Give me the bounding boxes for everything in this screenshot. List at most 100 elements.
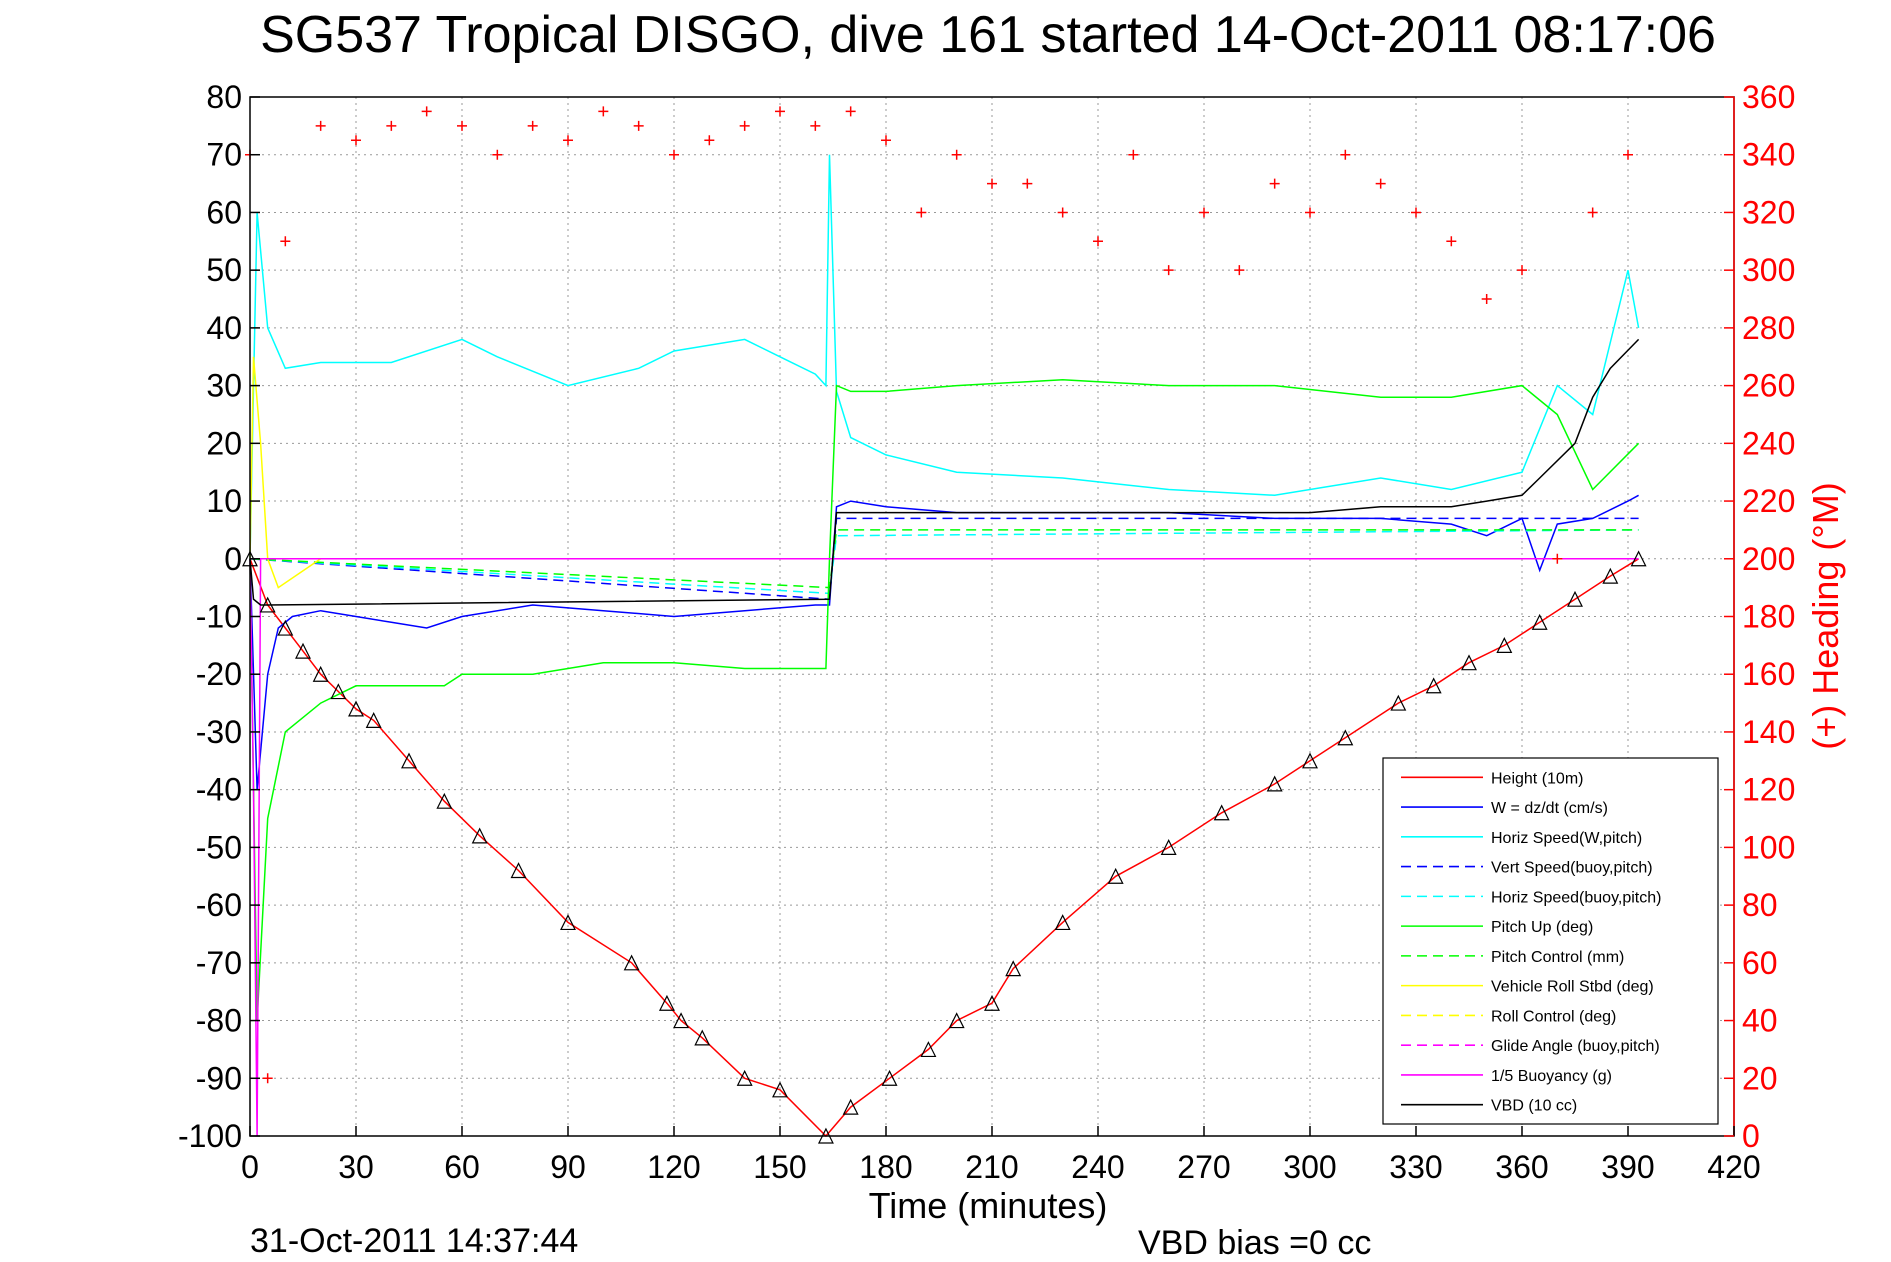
legend-entry: Roll Control (deg) [1491,1008,1616,1025]
y-tick-label: 80 [206,79,242,115]
heading-point [1269,178,1280,189]
legend: Height (10m) W = dz/dt (cm/s) Horiz Speed(… [1382,757,1719,1125]
y-right-tick-label: 240 [1742,425,1795,461]
heading-point [262,1073,273,1084]
x-tick-label: 330 [1389,1149,1442,1185]
series-line-3 [249,517,1639,600]
y-tick-label: -50 [196,829,242,865]
y-right-tick-label: 260 [1742,368,1795,404]
height-marker [312,665,329,682]
height-marker [1531,613,1548,630]
height-marker [1302,752,1318,769]
heading-point [1234,265,1245,276]
y-right-tick-label: 200 [1742,541,1795,577]
x-tick-label: 300 [1283,1149,1336,1185]
height-marker [736,1069,753,1086]
height-marker [560,914,576,931]
y-tick-label: 60 [206,194,242,230]
legend-entry: Horiz Speed(buoy,pitch) [1491,889,1661,906]
heading-point [1093,236,1103,247]
height-marker [673,1012,690,1029]
y-right-tick-label: 40 [1742,1003,1778,1039]
height-marker [1107,867,1124,884]
series-line-1 [249,494,1639,790]
heading-point [987,178,997,189]
x-tick-label: 420 [1707,1149,1760,1185]
height-marker [623,954,640,971]
height-marker [1630,550,1647,567]
y-right-axis-label: (+) Heading (°M) [1805,482,1846,749]
height-marker [984,994,1000,1011]
heading-point [633,120,644,131]
height-marker [1213,804,1230,821]
y-right-tick-label: 0 [1742,1118,1760,1154]
series-line-7 [249,356,1639,589]
height-marker [1602,567,1619,584]
heading-point [1552,553,1563,564]
heading-point [1587,207,1598,218]
y-right-tick-label: 120 [1742,772,1795,808]
y-right-tick-label: 60 [1742,945,1778,981]
legend-entry: Pitch Up (deg) [1491,919,1593,936]
ticks: 0 30 60 90 120 150 180 210 240 270 300 330 360 390 420… [178,79,1795,1185]
height-marker [1054,914,1071,931]
legend-entry: Height (10m) [1491,770,1583,787]
heading-point [951,149,962,160]
x-tick-label: 60 [444,1149,480,1185]
y-tick-label: 20 [206,425,242,461]
heading-point [386,120,397,131]
height-marker [658,994,675,1011]
height-marker [1005,960,1022,977]
height-marker [1337,729,1354,746]
y-right-tick-label: 100 [1742,829,1795,865]
footer-date: 31-Oct-2011 14:37:44 [250,1222,578,1260]
footer-bias: VBD bias =0 cc [1138,1224,1371,1262]
heading-point [421,106,432,117]
x-tick-label: 240 [1071,1149,1124,1185]
heading-point [1128,149,1139,160]
heading-point [669,149,679,160]
heading-point [881,135,891,146]
y-right-tick-label: 340 [1742,137,1795,173]
heading-point [1411,207,1421,218]
y-tick-label: 10 [206,483,242,519]
heading-point [1199,207,1209,218]
height-marker [1461,654,1477,671]
y-right-tick-label: 180 [1742,599,1795,635]
heading-point [739,120,750,131]
legend-entry: W = dz/dt (cm/s) [1491,800,1608,817]
heading-point [1375,178,1386,189]
legend-entry: Glide Angle (buoy,pitch) [1491,1038,1660,1055]
y-right-tick-label: 160 [1742,656,1795,692]
heading-point [492,149,503,160]
y-right-tick-label: 320 [1742,194,1795,230]
height-marker [1160,839,1177,855]
heading-point [598,106,609,117]
height-marker [920,1041,937,1058]
x-tick-label: 150 [753,1149,806,1185]
series-line-0 [249,558,1639,1138]
heading-point [775,106,785,117]
x-tick-label: 270 [1177,1149,1230,1185]
heading-point [315,120,326,131]
heading-point [563,135,573,146]
heading-point [1623,149,1633,160]
y-tick-label: -60 [196,887,242,923]
height-marker [1425,677,1442,694]
y-tick-label: -100 [178,1118,242,1154]
heading-point [457,120,467,131]
y-tick-label: -40 [196,772,242,808]
height-marker [1496,637,1513,653]
height-marker [365,712,382,728]
x-tick-label: 0 [241,1149,259,1185]
y-tick-label: -70 [196,945,242,981]
heading-point [704,135,715,146]
y-tick-label: 70 [206,137,242,173]
height-marker [694,1029,711,1046]
legend-entry: Vert Speed(buoy,pitch) [1491,860,1653,877]
x-tick-label: 210 [965,1149,1018,1185]
y-right-tick-label: 80 [1742,887,1778,923]
legend-entry: Vehicle Roll Stbd (deg) [1491,979,1654,996]
height-marker [471,827,488,844]
height-marker [1390,694,1407,711]
